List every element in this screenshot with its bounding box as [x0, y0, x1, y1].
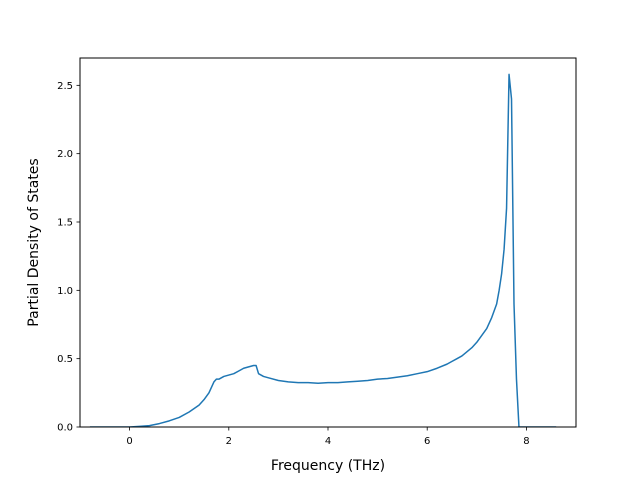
y-axis-ticks: 0.0 0.5 1.0 1.5 2.0 2.5 — [57, 81, 80, 434]
x-tick-label: 4 — [325, 436, 331, 447]
y-tick-label: 2.5 — [57, 81, 73, 92]
plot-area — [89, 73, 557, 427]
x-axis-ticks: 0 2 4 6 8 — [126, 427, 530, 447]
x-tick-label: 8 — [523, 436, 529, 447]
y-tick-label: 0.5 — [57, 354, 73, 365]
x-tick-label: 6 — [424, 436, 430, 447]
y-tick-label: 1.5 — [57, 218, 73, 229]
x-tick-label: 2 — [226, 436, 232, 447]
x-tick-label: 0 — [126, 436, 132, 447]
x-axis-label: Frequency (THz) — [271, 458, 385, 474]
series-line-0 — [89, 73, 557, 427]
axes-frame — [79, 57, 577, 428]
y-axis-label: Partial Density of States — [26, 158, 42, 326]
y-tick-label: 0.0 — [57, 423, 73, 434]
y-tick-label: 1.0 — [57, 286, 73, 297]
y-tick-label: 2.0 — [57, 149, 73, 160]
